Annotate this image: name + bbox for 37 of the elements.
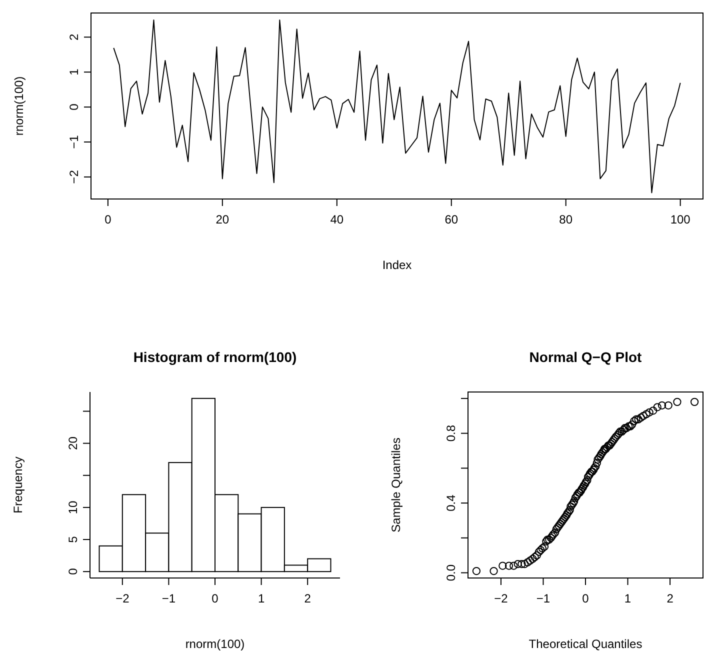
x-tick-label: 40 <box>330 212 344 227</box>
x-tick-label: 0 <box>582 592 590 606</box>
line-series <box>113 19 681 194</box>
y-tick-label: 0 <box>67 103 81 110</box>
y-axis-title: Frequency <box>11 456 25 514</box>
y-tick-label: 0.4 <box>444 494 458 512</box>
y-axis-title: rnorm(100) <box>12 76 26 136</box>
x-tick-label: 2 <box>666 592 674 606</box>
chart-title: Histogram of rnorm(100) <box>133 349 297 365</box>
chart-title: Normal Q−Q Plot <box>529 349 642 365</box>
x-tick-label: 0 <box>104 212 112 227</box>
x-tick-label: −1 <box>162 592 176 606</box>
x-tick-label: −2 <box>116 592 130 606</box>
x-tick-label: 20 <box>216 212 230 227</box>
y-tick-label: 1 <box>67 68 81 76</box>
x-tick-label: 2 <box>304 592 312 606</box>
y-tick-label: 2 <box>67 33 81 40</box>
y-tick-label: 5 <box>66 536 80 543</box>
y-tick-label: 10 <box>66 500 80 514</box>
x-axis-title: Index <box>382 258 412 272</box>
x-tick-label: −1 <box>536 592 550 606</box>
x-tick-label: 100 <box>670 212 691 227</box>
y-tick-label: 0 <box>66 568 80 575</box>
x-tick-label: 1 <box>624 592 632 606</box>
y-tick-label: 0.8 <box>444 424 458 442</box>
y-tick-label: −1 <box>67 134 81 149</box>
x-tick-label: 0 <box>212 592 219 606</box>
x-tick-label: 60 <box>444 212 458 227</box>
x-axis-title: rnorm(100) <box>185 637 245 651</box>
x-axis-title: Theoretical Quantiles <box>528 637 642 651</box>
y-axis-title: Sample Quantiles <box>389 438 403 532</box>
y-tick-label: 20 <box>66 436 80 450</box>
y-tick-label: 0.0 <box>444 564 458 582</box>
y-tick-label: −2 <box>67 170 81 184</box>
x-tick-label: 1 <box>258 592 265 606</box>
x-tick-label: −2 <box>494 592 508 606</box>
x-tick-label: 80 <box>559 212 573 227</box>
